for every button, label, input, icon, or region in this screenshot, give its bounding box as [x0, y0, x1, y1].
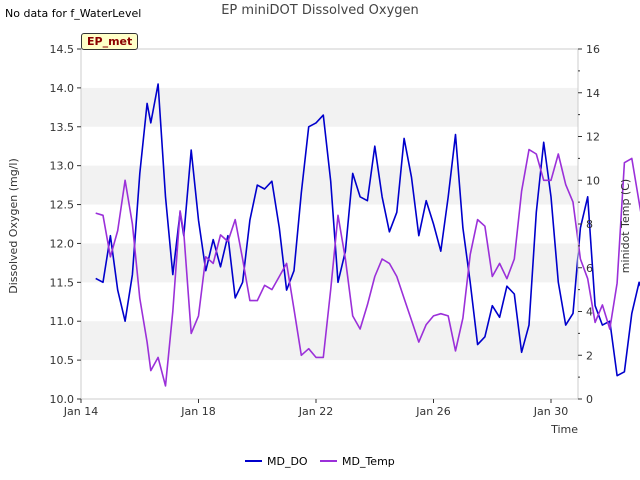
series-line-md-temp	[95, 148, 640, 387]
series-layer	[95, 83, 640, 387]
y-tick-label: 11.5	[50, 276, 75, 289]
grid-band	[81, 243, 578, 283]
y-axis-left: 10.0 10.5 11.0 11.5 12.0 12.5 13.0 13.5 14.0 14.5	[50, 43, 81, 406]
y2-tick-label: 0	[586, 393, 593, 406]
y-tick-label: 12.0	[50, 237, 75, 250]
y2-tick-label: 2	[586, 349, 593, 362]
grid-band	[81, 87, 578, 127]
legend-label-md-do: MD_DO	[267, 455, 308, 468]
x-axis-label: Time	[550, 423, 578, 436]
y-tick-label: 14.5	[50, 43, 75, 56]
y2-tick-label: 16	[586, 43, 600, 56]
y-tick-label: 10.5	[50, 354, 75, 367]
y-axis-right: 0 2 4 6 8 10 12 14 16	[578, 43, 600, 406]
y-tick-label: 13.0	[50, 160, 75, 173]
y2-tick-label: 4	[586, 306, 593, 319]
series-line-md-do	[95, 83, 640, 377]
y2-tick-label: 14	[586, 87, 600, 100]
y2-tick-label: 6	[586, 262, 593, 275]
x-tick-label: Jan 30	[533, 405, 568, 418]
y-tick-label: 12.5	[50, 199, 75, 212]
legend: MD_DO MD_Temp	[245, 455, 395, 468]
chart-title: EP miniDOT Dissolved Oxygen	[221, 3, 419, 18]
x-tick-label: Jan 22	[298, 405, 333, 418]
x-tick-label: Jan 18	[180, 405, 215, 418]
legend-label-md-temp: MD_Temp	[342, 455, 395, 468]
x-tick-label: Jan 14	[63, 405, 98, 418]
y-tick-label: 11.0	[50, 315, 75, 328]
y2-tick-label: 10	[586, 174, 600, 187]
no-data-notice: No data for f_WaterLevel	[5, 7, 142, 20]
y-axis-label: Dissolved Oxygen (mg/l)	[7, 158, 20, 293]
y-tick-label: 10.0	[50, 393, 75, 406]
x-axis: Jan 14 Jan 18 Jan 22 Jan 26 Jan 30	[63, 399, 568, 418]
y-tick-label: 14.0	[50, 82, 75, 95]
y2-tick-label: 8	[586, 218, 593, 231]
y2-axis-label: minidot Temp (C)	[619, 179, 632, 273]
y-tick-label: 13.5	[50, 121, 75, 134]
y2-tick-label: 12	[586, 131, 600, 144]
grid-band	[81, 321, 578, 361]
x-tick-label: Jan 26	[415, 405, 450, 418]
site-badge: EP_met	[81, 33, 139, 50]
